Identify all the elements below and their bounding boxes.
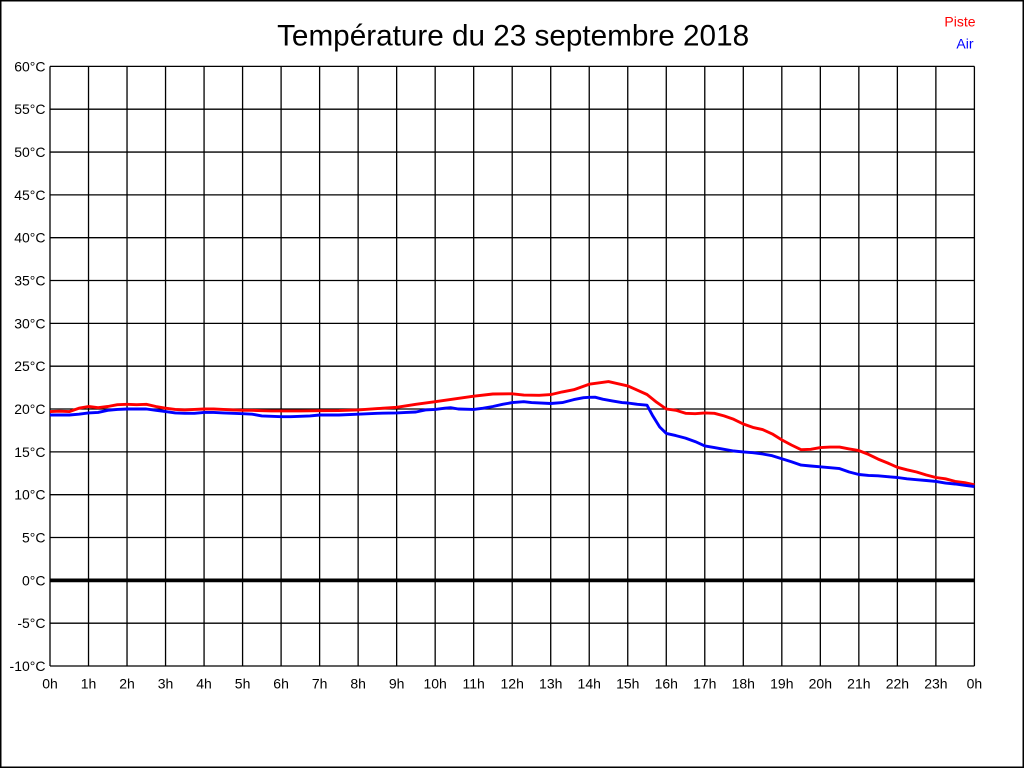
svg-text:5°C: 5°C: [22, 530, 46, 546]
svg-text:20h: 20h: [809, 676, 832, 692]
svg-text:13h: 13h: [539, 676, 562, 692]
svg-text:20°C: 20°C: [14, 401, 45, 417]
svg-text:Piste: Piste: [944, 14, 975, 30]
svg-text:15°C: 15°C: [14, 444, 45, 460]
svg-text:8h: 8h: [350, 676, 366, 692]
svg-text:0h: 0h: [42, 676, 58, 692]
svg-text:1h: 1h: [81, 676, 97, 692]
svg-text:11h: 11h: [463, 676, 485, 692]
svg-text:16h: 16h: [655, 676, 678, 692]
svg-text:18h: 18h: [732, 676, 755, 692]
svg-text:19h: 19h: [770, 676, 793, 692]
svg-text:Air: Air: [956, 36, 973, 52]
svg-text:Température du 23 septembre 20: Température du 23 septembre 2018: [277, 20, 749, 53]
svg-text:0h: 0h: [967, 676, 983, 692]
svg-text:15h: 15h: [616, 676, 639, 692]
svg-text:35°C: 35°C: [14, 273, 45, 289]
svg-text:40°C: 40°C: [14, 230, 45, 246]
svg-text:25°C: 25°C: [14, 358, 45, 374]
svg-text:22h: 22h: [886, 676, 909, 692]
svg-text:17h: 17h: [693, 676, 716, 692]
svg-text:-5°C: -5°C: [17, 615, 45, 631]
svg-text:14h: 14h: [578, 676, 601, 692]
svg-text:30°C: 30°C: [14, 315, 45, 331]
svg-text:12h: 12h: [501, 676, 524, 692]
svg-text:-10°C: -10°C: [10, 658, 46, 674]
svg-text:45°C: 45°C: [14, 187, 45, 203]
svg-text:23h: 23h: [924, 676, 947, 692]
svg-text:5h: 5h: [235, 676, 251, 692]
svg-text:55°C: 55°C: [14, 101, 45, 117]
svg-text:4h: 4h: [196, 676, 212, 692]
svg-text:10°C: 10°C: [14, 487, 45, 503]
svg-text:60°C: 60°C: [14, 58, 45, 74]
svg-text:21h: 21h: [847, 676, 870, 692]
svg-text:2h: 2h: [119, 676, 135, 692]
svg-text:6h: 6h: [273, 676, 289, 692]
svg-text:7h: 7h: [312, 676, 328, 692]
svg-text:10h: 10h: [423, 676, 446, 692]
svg-text:0°C: 0°C: [22, 572, 46, 588]
svg-text:9h: 9h: [389, 676, 405, 692]
svg-text:50°C: 50°C: [14, 144, 45, 160]
svg-text:3h: 3h: [158, 676, 174, 692]
